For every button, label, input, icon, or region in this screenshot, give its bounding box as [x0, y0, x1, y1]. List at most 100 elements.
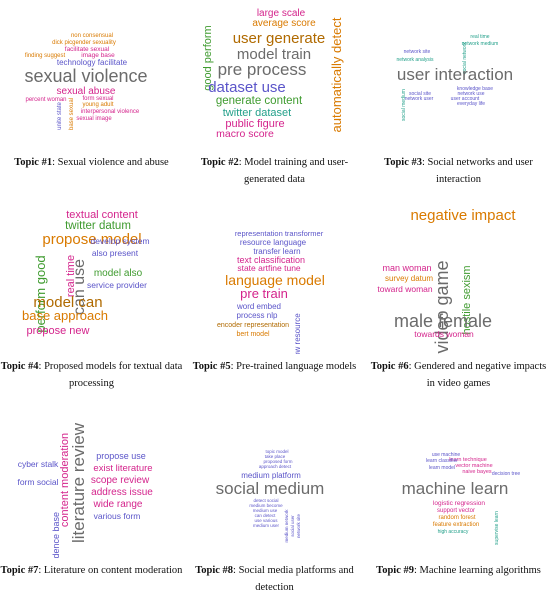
cloud-word: network analysis	[397, 57, 434, 63]
cloud-word: resource language	[240, 238, 307, 247]
cloud-word: decision tree	[492, 471, 521, 477]
word-cloud-8: topic model take place proposed form app…	[183, 408, 366, 558]
topic-description: : Machine learning algorithms	[414, 565, 541, 576]
cloud-word: young adult	[82, 102, 113, 108]
topic-label: Topic #2	[200, 157, 239, 168]
word-cloud-1: non consensual dick picgender sexuality …	[0, 0, 183, 150]
cloud-word: social user	[290, 515, 295, 537]
cloud-word: take place	[265, 454, 286, 459]
cloud-word: medium user	[253, 523, 280, 528]
topic-description: : Literature on content moderation	[38, 565, 183, 576]
topic-caption-8: Topic #8: Social media platforms and det…	[183, 562, 366, 596]
cloud-word: man woman	[382, 263, 431, 273]
topic-label: Topic #6	[370, 361, 409, 372]
cloud-word: finding suggest	[25, 53, 66, 59]
topic-label: Topic #7	[0, 565, 39, 576]
word-cloud-7: literature review content moderation pro…	[0, 408, 183, 558]
topic-label: Topic #1	[14, 157, 53, 168]
cloud-word: twitter dataset	[223, 107, 291, 119]
cloud-word: content moderation	[59, 433, 71, 527]
cloud-word: interpersonal violence	[81, 109, 140, 115]
cloud-word: network medium	[462, 41, 499, 47]
cloud-word: feature extraction	[433, 522, 479, 528]
cloud-word: bert model	[236, 331, 270, 338]
cloud-word: word embed	[236, 302, 281, 311]
cloud-word: perform good	[33, 255, 48, 332]
cloud-word: everyday life	[457, 101, 485, 107]
topic-label: Topic #8	[195, 565, 234, 576]
cloud-word: encoder representation	[217, 322, 289, 329]
cloud-word: supervise learn	[494, 511, 500, 545]
topic-caption-6: Topic #6: Gendered and negative impacts …	[367, 358, 550, 392]
cloud-word: logistic regression	[433, 500, 485, 507]
cloud-word: representation transformer	[235, 229, 324, 238]
cloud-word: good perform	[202, 25, 214, 90]
topic-caption-1: Topic #1: Sexual violence and abuse	[0, 154, 183, 171]
cloud-word: social site	[409, 91, 431, 97]
cloud-word: can use	[71, 259, 88, 315]
topic-description: : Proposed models for textual data proce…	[38, 361, 183, 389]
topic-description: : Sexual violence and abuse	[52, 157, 169, 168]
topic-label: Topic #9	[376, 565, 414, 576]
cloud-word: sexual violence	[24, 66, 147, 86]
cloud-word: social medium	[401, 89, 407, 121]
cloud-word: learn technique	[449, 457, 487, 463]
cloud-word: real time	[470, 34, 489, 40]
cloud-word: can detect	[255, 513, 277, 518]
cloud-word: model can	[33, 294, 102, 311]
word-cloud-9: use machine learn technique learn classi…	[367, 408, 550, 558]
cloud-word: use machine	[432, 452, 461, 458]
cloud-word: knowledge base	[457, 86, 493, 92]
topic-panel-9: use machine learn technique learn classi…	[367, 408, 550, 612]
cloud-word: learn model	[429, 465, 455, 471]
cloud-word: textual content	[66, 209, 138, 221]
cloud-word: address issue	[91, 487, 153, 498]
topic-panel-2: large scale average score good perform u…	[183, 0, 366, 204]
cloud-word: user account	[451, 96, 480, 102]
word-cloud-6: negative impact video game man woman sur…	[367, 204, 550, 354]
cloud-word: user generate	[233, 30, 326, 47]
topic-description: : Social networks and user interaction	[422, 157, 533, 185]
cloud-word: naive bayes	[462, 469, 492, 475]
cloud-word: propose new	[27, 325, 90, 337]
topic-panel-4: textual content twitter datum propose mo…	[0, 204, 183, 408]
cloud-word: support vector	[437, 508, 475, 514]
cloud-word: transfer learn	[253, 247, 300, 256]
cloud-word: toward woman	[377, 284, 433, 294]
cloud-word: scope review	[91, 475, 150, 486]
cloud-word: high accuracy	[438, 529, 469, 535]
cloud-word: literature review	[69, 422, 88, 543]
cloud-word: towards woman	[414, 329, 474, 339]
topic-caption-4: Topic #4: Proposed models for textual da…	[0, 358, 183, 392]
cloud-word: form sexual	[82, 96, 113, 102]
cloud-word: also present	[92, 248, 139, 258]
word-cloud-2: large scale average score good perform u…	[183, 0, 366, 150]
topic-label: Topic #3	[384, 157, 423, 168]
cloud-word: model train	[237, 46, 311, 63]
cloud-word: public figure	[225, 118, 284, 130]
cloud-word: model also	[94, 268, 143, 279]
topic-panel-8: topic model take place proposed form app…	[183, 408, 366, 612]
topic-caption-7: Topic #7: Literature on content moderati…	[0, 562, 183, 579]
cloud-word: propose model	[42, 231, 141, 248]
topic-description: : Model training and user-generated data	[238, 157, 349, 185]
cloud-word: average score	[252, 18, 316, 29]
topic-panel-5: representation transformer resource lang…	[183, 204, 366, 408]
cloud-word: text classification	[237, 255, 305, 265]
cloud-word: learn classifier	[426, 458, 458, 464]
cloud-word: evidence base	[51, 512, 61, 558]
cloud-word: exist literature	[93, 463, 152, 474]
cloud-word: topic model	[265, 449, 288, 454]
topic-label: Topic #4	[0, 361, 39, 372]
cloud-word: dataset use	[208, 79, 286, 96]
cloud-word: technology facilitate	[57, 58, 128, 67]
cloud-word: medium become	[249, 503, 283, 508]
cloud-word: unite state	[57, 101, 63, 129]
topic-caption-3: Topic #3: Social networks and user inter…	[367, 154, 550, 188]
cloud-word: network site	[296, 514, 301, 539]
cloud-word: sexual abuse	[57, 86, 116, 97]
cloud-word: real time	[65, 255, 77, 297]
cloud-word: use various	[254, 518, 278, 523]
cloud-word: vector machine	[455, 463, 492, 469]
